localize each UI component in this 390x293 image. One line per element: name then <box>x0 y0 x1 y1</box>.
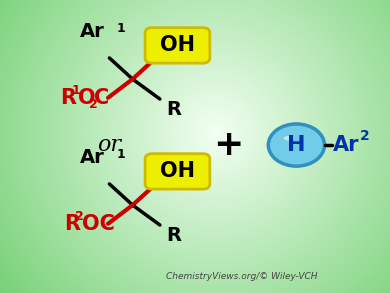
Text: or: or <box>97 134 121 156</box>
Text: Ar: Ar <box>80 148 105 167</box>
Text: 1: 1 <box>116 148 125 161</box>
Text: Ar: Ar <box>80 22 105 41</box>
Text: OH: OH <box>160 35 195 55</box>
Text: 2: 2 <box>89 98 97 111</box>
FancyBboxPatch shape <box>145 28 210 63</box>
Text: R: R <box>166 226 181 245</box>
Text: OH: OH <box>160 161 195 181</box>
Text: +: + <box>213 128 243 162</box>
Text: C: C <box>94 88 109 108</box>
Text: OC: OC <box>82 214 114 234</box>
Text: R: R <box>166 100 181 119</box>
Text: 1: 1 <box>71 84 80 97</box>
Text: 1: 1 <box>116 22 125 35</box>
Text: ChemistryViews.org/© Wiley-VCH: ChemistryViews.org/© Wiley-VCH <box>166 272 317 281</box>
Circle shape <box>268 124 324 166</box>
Text: H: H <box>287 135 306 155</box>
Text: Ar: Ar <box>333 135 360 155</box>
FancyBboxPatch shape <box>145 154 210 189</box>
Ellipse shape <box>284 136 293 141</box>
Text: 2: 2 <box>360 129 369 143</box>
Text: O: O <box>78 88 95 108</box>
Text: R: R <box>60 88 76 108</box>
Text: R: R <box>64 214 80 234</box>
Text: 2: 2 <box>75 210 84 223</box>
